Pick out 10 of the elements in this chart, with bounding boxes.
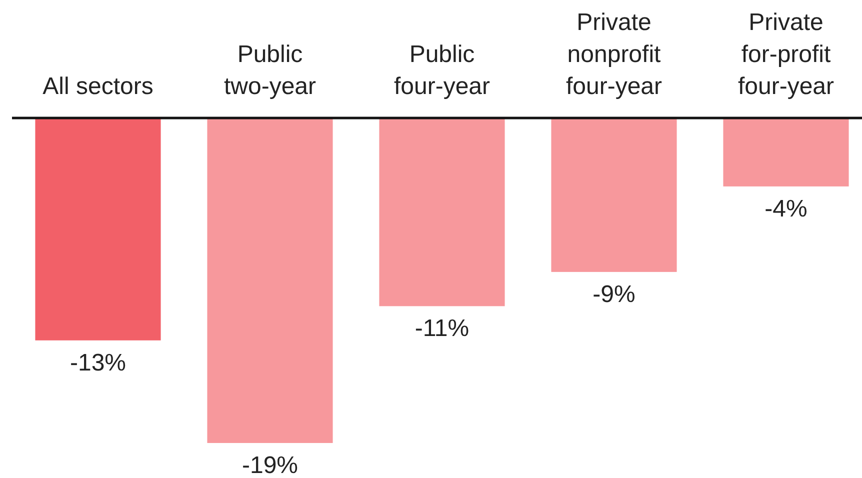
data-label: -11% [414,315,470,342]
x-tick-label: Private for-profit four-year [738,9,834,100]
data-label: -4% [764,195,808,222]
x-tick-label: All sectors [42,73,154,100]
x-tick-label: Public two-year [224,41,316,100]
data-label: -13% [70,349,126,376]
data-label: -9% [592,280,636,308]
data-label: -19% [242,452,298,478]
x-tick-label: Private nonprofit four-year [566,9,662,100]
x-tick-label: Public four-year [394,41,490,100]
